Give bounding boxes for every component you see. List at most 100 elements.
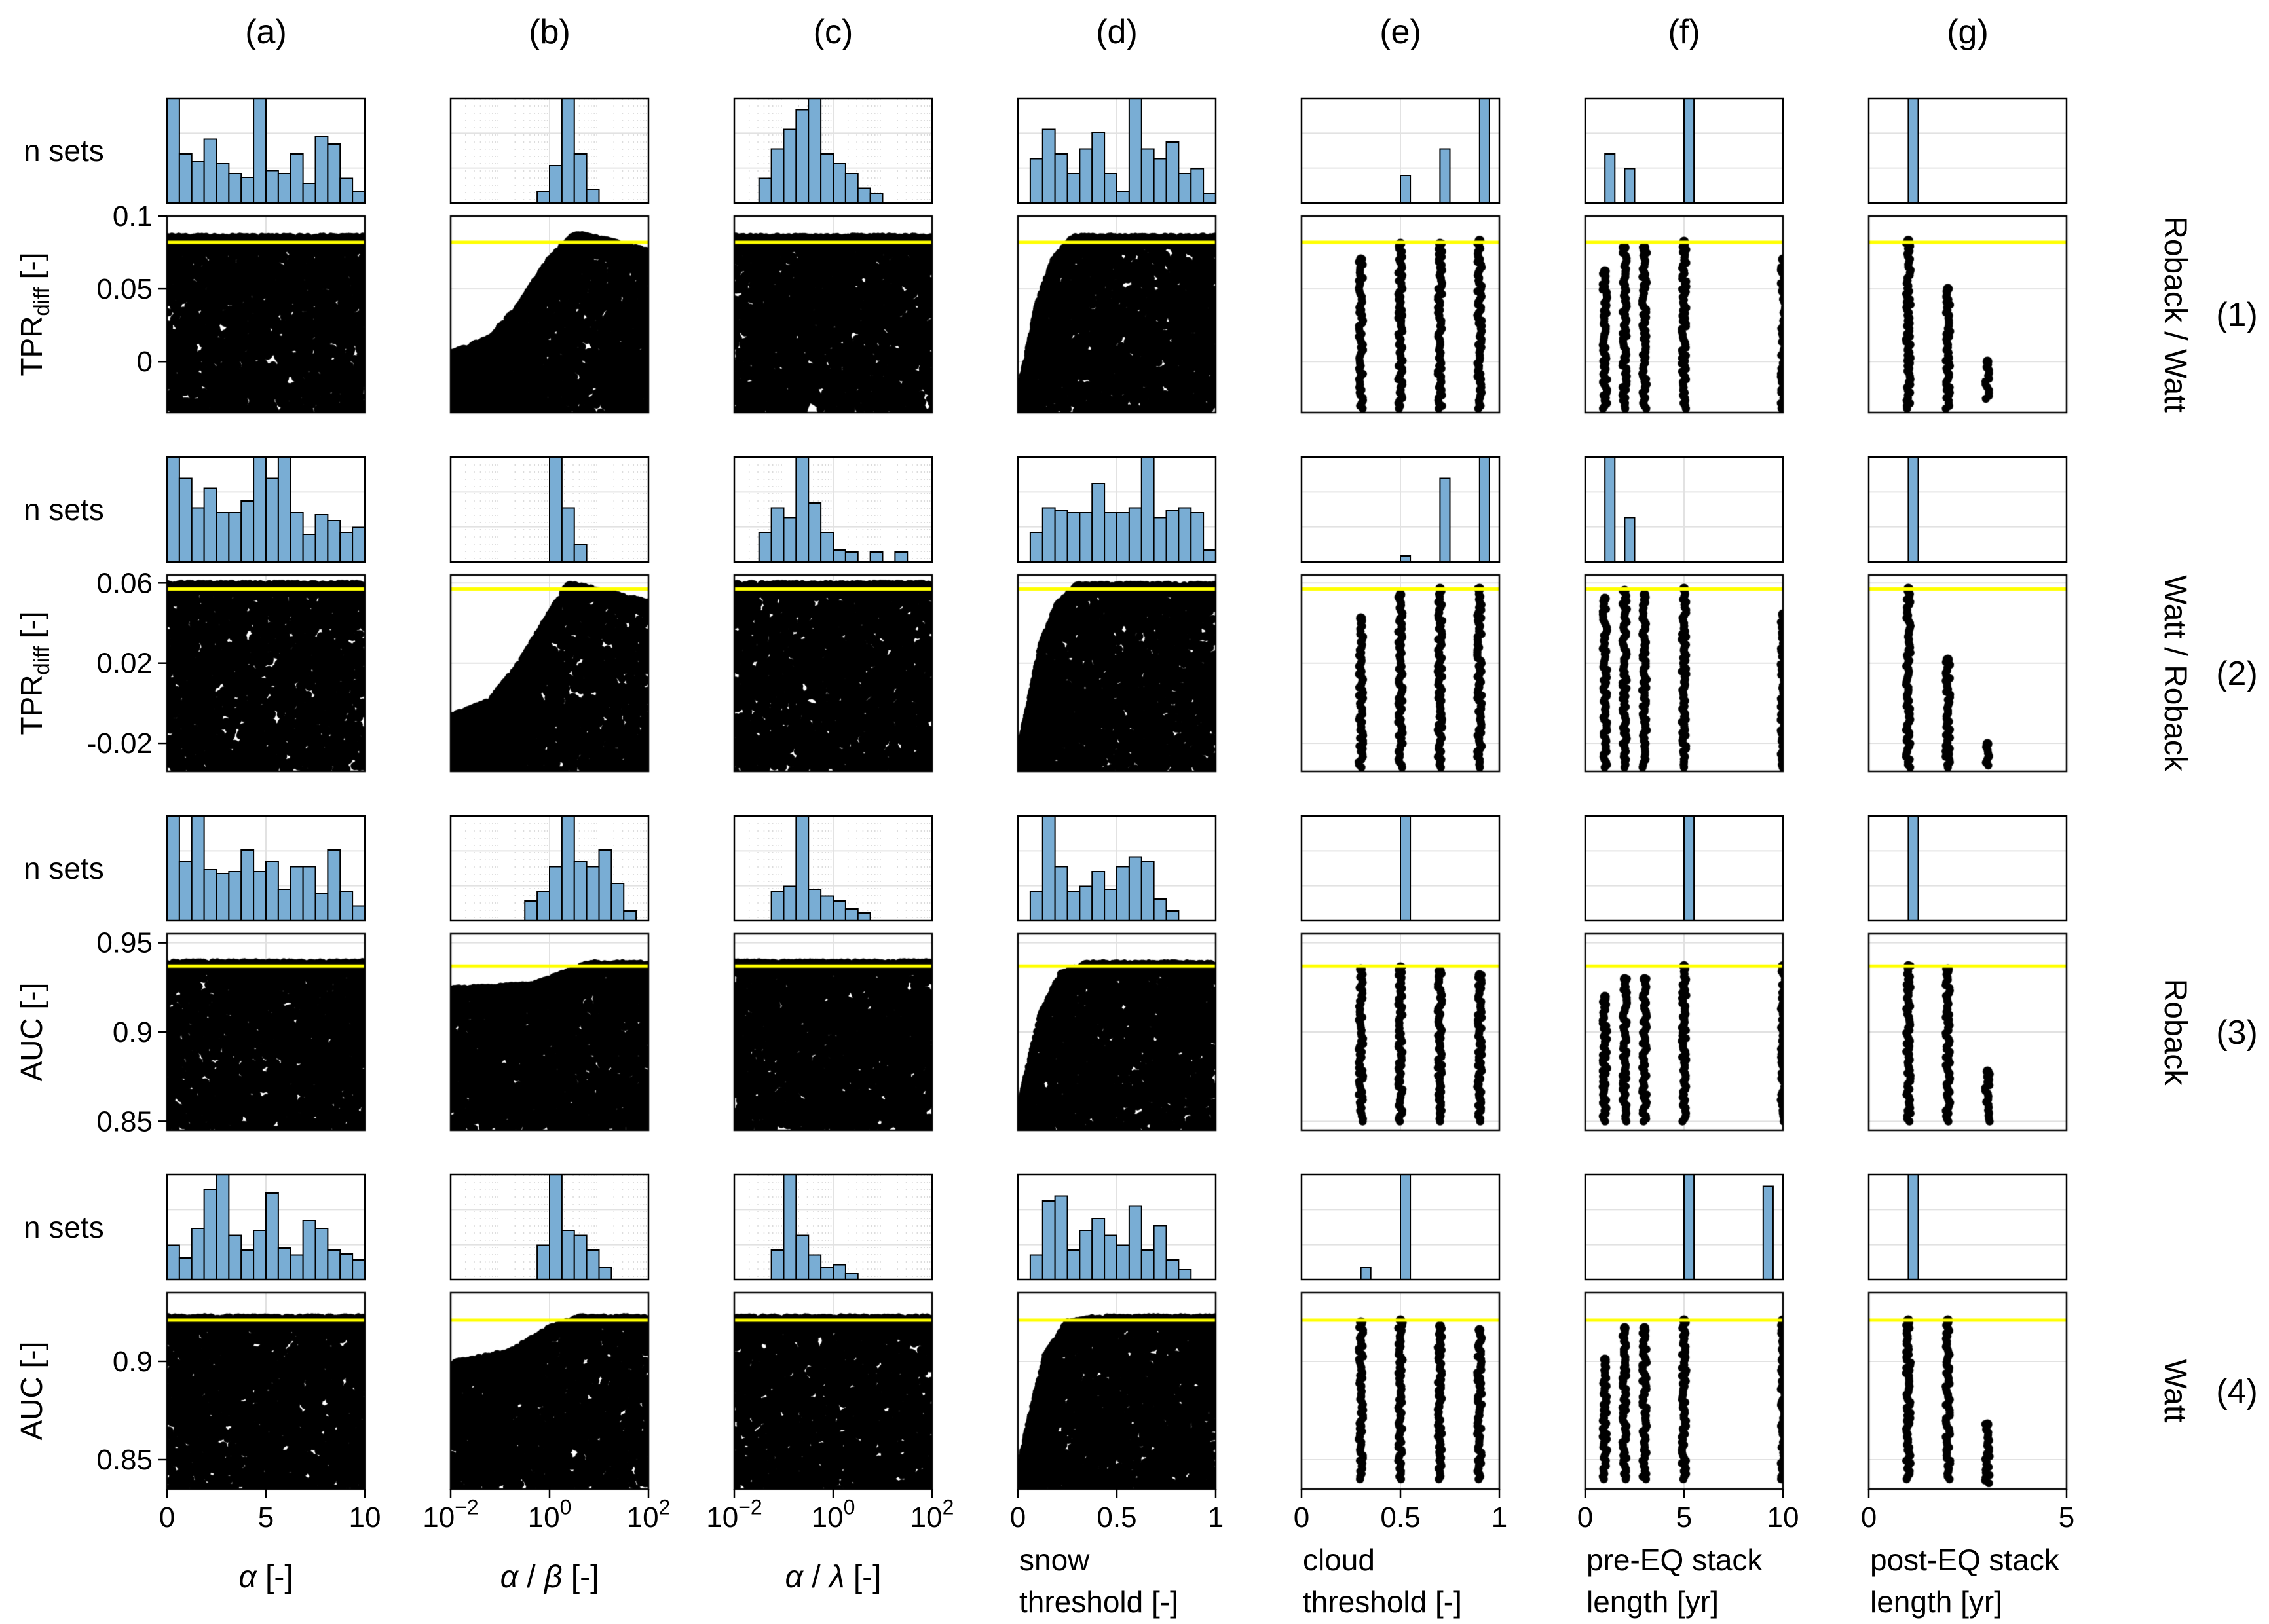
right-label-row4: Watt <box>2158 1359 2192 1423</box>
histogram-bar <box>549 866 563 921</box>
histogram-bar <box>253 98 267 204</box>
y-tick-label: 0.9 <box>113 1346 153 1378</box>
histogram-bar <box>178 477 193 563</box>
histogram-bar <box>339 532 354 563</box>
cell-c-row1 <box>733 97 933 413</box>
histogram-bar <box>820 532 834 563</box>
cell-g-row4 <box>1867 1173 2068 1498</box>
x-tick-label: 100 <box>528 1496 572 1534</box>
histogram-bar <box>586 866 600 921</box>
histogram-bar <box>1091 483 1106 563</box>
histogram-bar <box>1029 532 1043 563</box>
histogram-bar <box>1190 168 1205 204</box>
x-axis-label-d-line1: snow <box>1019 1543 1090 1577</box>
histogram-bar <box>1079 1230 1093 1280</box>
histogram-bar <box>178 153 193 204</box>
hist-ylabel-row3: n sets <box>24 851 104 885</box>
y-tick-label: 0.9 <box>113 1016 153 1048</box>
histogram-bar <box>758 532 772 563</box>
histogram-bar <box>352 905 366 921</box>
y-axis-label-row4: AUC [-] <box>14 1342 48 1441</box>
histogram-bar <box>820 1267 834 1280</box>
histogram-bar <box>1178 507 1192 563</box>
histogram-bar <box>1091 871 1106 921</box>
histogram-bar <box>1041 815 1056 921</box>
histogram-bar <box>833 900 846 921</box>
histogram-bar <box>1400 175 1412 204</box>
y-tick-label: 0.85 <box>96 1105 153 1137</box>
histogram-bar <box>178 1257 193 1280</box>
histogram-bar <box>327 1249 341 1280</box>
histogram-bar <box>1054 866 1068 921</box>
histogram-bar <box>1041 128 1056 204</box>
histogram-bar <box>1029 891 1043 921</box>
histogram-bar <box>1066 173 1081 204</box>
histogram-bar <box>783 885 797 921</box>
histogram-bar <box>1604 153 1616 204</box>
histogram-bar <box>240 849 255 921</box>
histogram-bar <box>228 1234 242 1280</box>
histogram-bar <box>1104 512 1117 563</box>
histogram-bar <box>758 177 772 204</box>
histogram-bar <box>598 849 612 921</box>
histogram-bar <box>302 183 316 204</box>
cell-a-row4 <box>158 1173 366 1498</box>
histogram-bar <box>302 534 316 563</box>
y-tick-label: 0.1 <box>113 200 153 232</box>
right-label-row2: Watt / Roback <box>2158 575 2192 772</box>
cell-g-row1 <box>1867 97 2068 413</box>
histogram-bar <box>191 507 205 563</box>
histogram-bar <box>1203 549 1216 563</box>
x-tick-label: 10 <box>1767 1502 1799 1534</box>
histogram-bar <box>228 512 242 563</box>
x-axis-label-g-line2: length [yr] <box>1870 1585 2002 1619</box>
histogram-bar <box>302 866 316 921</box>
histogram-bar <box>277 173 291 204</box>
histogram-bar <box>339 177 354 204</box>
histogram-bar <box>1178 173 1192 204</box>
histogram-bar <box>783 1174 797 1280</box>
cell-a-row1 <box>158 97 366 413</box>
histogram-bar <box>1041 507 1056 563</box>
histogram-bar <box>191 161 205 204</box>
histogram-bar <box>573 544 588 563</box>
column-header-c: (c) <box>814 13 853 51</box>
histogram-bar <box>1165 510 1180 563</box>
cell-c-row4 <box>733 1173 933 1498</box>
x-tick-label: 10−2 <box>706 1496 762 1534</box>
cell-d-row1 <box>1017 97 1217 413</box>
histogram-bar <box>1066 891 1081 921</box>
histogram-bar <box>844 908 859 921</box>
x-axis-label-a: α [-] <box>238 1560 293 1595</box>
histogram-bar <box>290 512 304 563</box>
histogram-bar <box>833 549 846 563</box>
row-tag-2: (2) <box>2216 655 2258 693</box>
y-tick-label: -0.02 <box>87 728 153 760</box>
cell-d-row4 <box>1017 1173 1217 1498</box>
histogram-bar <box>1140 1249 1155 1280</box>
histogram-bar <box>216 512 230 563</box>
histogram-bar <box>783 128 797 204</box>
histogram-bar <box>352 191 366 204</box>
histogram-bar <box>327 849 341 921</box>
cell-e-row2 <box>1300 456 1501 771</box>
histogram-bar <box>1066 512 1081 563</box>
cell-b-row1 <box>449 97 650 413</box>
x-tick-label: 0 <box>159 1502 175 1534</box>
histogram-bar <box>1128 98 1142 204</box>
histogram-bar <box>228 871 242 921</box>
histogram-bar <box>265 477 279 563</box>
y-tick-label: 0 <box>137 346 153 378</box>
histogram-bar <box>1400 1174 1412 1280</box>
histogram-bar <box>561 507 575 563</box>
histogram-bar <box>1116 866 1130 921</box>
x-tick-label: 0 <box>1861 1502 1877 1534</box>
histogram-bar <box>1054 1195 1068 1280</box>
histogram-bar <box>1153 158 1167 204</box>
x-tick-label: 0 <box>1294 1502 1309 1534</box>
x-axis-label-g-line1: post-EQ stack <box>1870 1543 2060 1577</box>
histogram-bar <box>327 520 341 563</box>
histogram-bar <box>240 177 255 204</box>
cell-c-row2 <box>733 456 933 771</box>
